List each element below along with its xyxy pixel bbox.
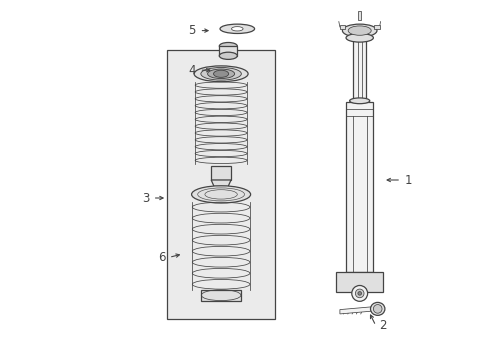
Ellipse shape xyxy=(201,67,241,80)
Ellipse shape xyxy=(220,24,254,33)
Text: 4: 4 xyxy=(188,64,196,77)
Bar xyxy=(219,46,237,56)
Ellipse shape xyxy=(207,69,234,78)
Bar xyxy=(358,11,361,20)
Bar xyxy=(346,102,373,272)
Ellipse shape xyxy=(349,98,369,104)
Ellipse shape xyxy=(357,292,361,295)
Ellipse shape xyxy=(191,186,250,203)
Text: 1: 1 xyxy=(404,174,411,186)
Ellipse shape xyxy=(347,26,370,35)
Text: 3: 3 xyxy=(142,192,149,204)
Ellipse shape xyxy=(219,52,237,59)
Ellipse shape xyxy=(194,66,247,82)
Bar xyxy=(201,290,241,301)
Bar xyxy=(336,272,382,292)
Text: 2: 2 xyxy=(379,319,386,332)
Bar xyxy=(373,25,379,29)
Bar xyxy=(167,50,275,319)
Bar xyxy=(211,166,230,180)
Ellipse shape xyxy=(351,285,367,301)
Polygon shape xyxy=(211,180,230,193)
Polygon shape xyxy=(339,307,372,314)
Ellipse shape xyxy=(219,42,237,50)
Bar xyxy=(339,25,345,29)
Ellipse shape xyxy=(370,302,384,315)
Ellipse shape xyxy=(373,305,381,313)
Text: 5: 5 xyxy=(188,24,196,37)
Ellipse shape xyxy=(213,70,228,77)
Ellipse shape xyxy=(342,24,376,37)
Ellipse shape xyxy=(231,27,243,31)
Ellipse shape xyxy=(346,33,373,42)
Ellipse shape xyxy=(355,289,363,298)
Bar xyxy=(352,39,366,101)
Text: 6: 6 xyxy=(158,251,165,264)
